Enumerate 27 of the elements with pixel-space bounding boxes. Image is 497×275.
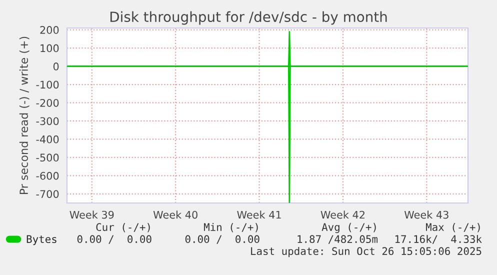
legend-label: Bytes — [26, 235, 56, 246]
text: 0.00 / 0.00 — [185, 235, 260, 244]
text: 0.00 / 0.00 — [77, 235, 152, 244]
x-tick-label: Week 40 — [153, 210, 198, 219]
y-tick-label: 100 — [40, 44, 59, 52]
chart-title: Disk throughput for /dev/sdc - by month — [110, 11, 387, 25]
y-tick-label: -200 — [36, 98, 59, 107]
y-tick-label: -700 — [36, 190, 59, 198]
y-tick-label: -100 — [36, 80, 59, 89]
x-tick-label: Week 41 — [237, 210, 281, 219]
text: 1.87 /482.05m — [298, 235, 378, 244]
x-tick-label: Week 43 — [404, 210, 448, 219]
y-tick-label: 200 — [40, 26, 59, 34]
text: Cur (-/+) — [96, 223, 150, 232]
text: Max (-/+) — [426, 223, 480, 232]
x-tick-label: Week 42 — [320, 210, 364, 219]
y-axis-title: Pr second read (-) / write (+) — [19, 36, 30, 194]
y-tick-label: -300 — [36, 117, 59, 126]
y-tick-label: -400 — [36, 135, 59, 144]
text: Min (-/+) — [204, 222, 258, 232]
y-tick-label: -500 — [36, 154, 59, 162]
x-tick-label: Week 39 — [70, 210, 114, 219]
text: Avg (-/+) — [322, 222, 376, 234]
y-tick-label: 0 — [53, 62, 59, 70]
text: 17.16k/ 4.33k — [395, 234, 482, 244]
text: Last update: Sun Oct 26 15:05:06 2025 — [251, 246, 482, 258]
y-tick-label: -600 — [36, 172, 59, 180]
